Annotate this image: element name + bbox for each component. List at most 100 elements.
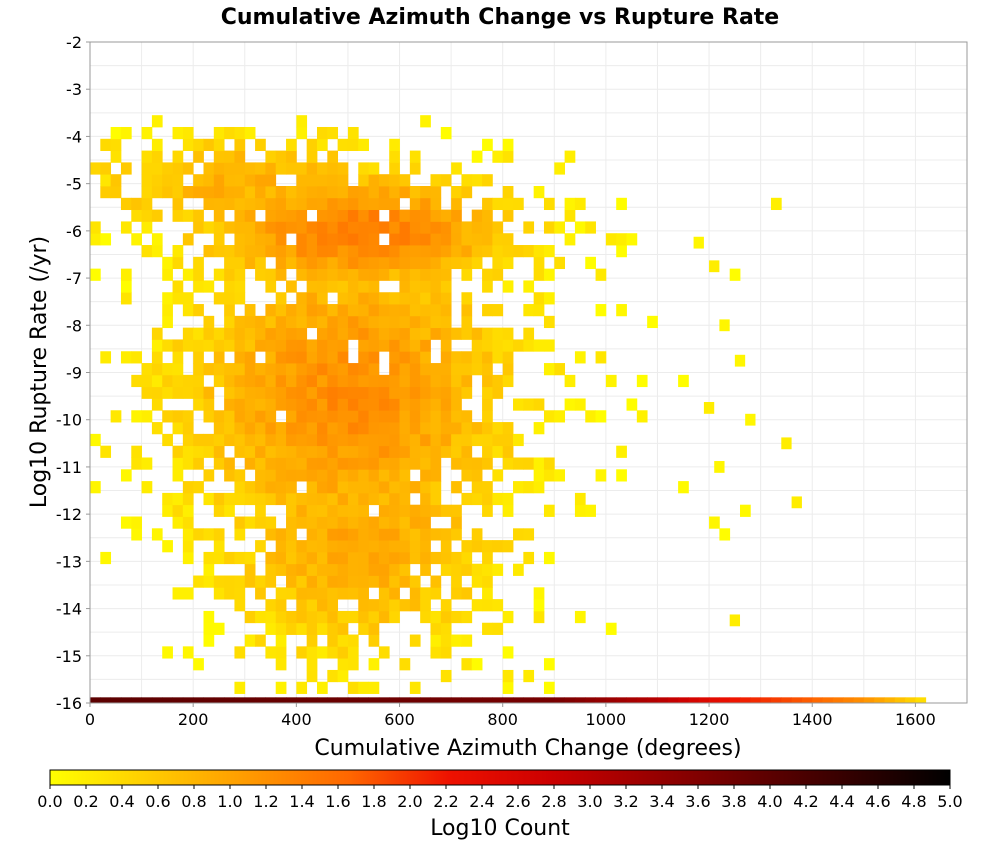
heatmap-cell <box>523 551 535 565</box>
heatmap-cell <box>461 433 473 447</box>
heatmap-cell <box>440 374 452 388</box>
heatmap-cell <box>574 504 586 517</box>
heatmap-cell <box>337 457 349 470</box>
heatmap-cell <box>224 150 235 163</box>
heatmap-cell <box>141 150 153 163</box>
heatmap-cell <box>399 469 411 482</box>
heatmap-cell <box>275 599 287 612</box>
heatmap-cell <box>275 610 287 624</box>
heatmap-cell <box>327 374 339 388</box>
heatmap-cell <box>358 481 369 494</box>
heatmap-cell <box>327 186 339 199</box>
heatmap-cell <box>193 138 204 151</box>
heatmap-cell <box>389 162 400 175</box>
heatmap-cell <box>286 587 297 600</box>
heatmap-cell <box>244 363 256 376</box>
heatmap-cell <box>151 422 163 435</box>
heatmap-cell <box>543 363 555 376</box>
heatmap-cell <box>296 374 308 388</box>
heatmap-cell <box>182 492 194 506</box>
heatmap-cell <box>244 492 256 506</box>
heatmap-cell <box>430 622 442 635</box>
heatmap-cell <box>368 634 380 647</box>
heatmap-cell <box>502 351 514 364</box>
heatmap-cell <box>203 197 215 211</box>
heatmap-cell-bottom-row <box>760 697 772 703</box>
heatmap-cell <box>182 540 194 553</box>
heatmap-cell <box>574 610 586 624</box>
heatmap-cell <box>306 540 318 553</box>
heatmap-cell <box>461 315 473 329</box>
heatmap-cell <box>358 457 369 470</box>
heatmap-cell <box>172 492 184 506</box>
heatmap-cell <box>244 197 256 211</box>
heatmap-cell <box>389 469 400 482</box>
heatmap-cell <box>368 280 380 293</box>
heatmap-cell-bottom-row <box>224 697 235 703</box>
heatmap-cell <box>451 398 462 411</box>
heatmap-cell <box>327 398 339 411</box>
heatmap-cell <box>358 162 369 175</box>
heatmap-cell <box>451 610 462 624</box>
heatmap-cell <box>110 150 122 163</box>
heatmap-cell <box>316 551 328 565</box>
heatmap-cell <box>368 363 380 376</box>
heatmap-cell <box>172 457 184 470</box>
heatmap-cell <box>151 245 163 258</box>
heatmap-cell <box>193 363 204 376</box>
heatmap-cell <box>482 174 493 187</box>
heatmap-cell <box>316 363 328 376</box>
heatmap-cell-bottom-row <box>884 697 896 703</box>
colorbar-tick-label: 3.4 <box>649 792 674 811</box>
heatmap-cell <box>378 422 390 435</box>
heatmap-cell <box>265 327 277 340</box>
heatmap-cell <box>316 304 328 317</box>
heatmap-cell <box>461 363 473 376</box>
heatmap-cell <box>224 587 235 600</box>
heatmap-cell <box>213 186 225 199</box>
heatmap-cell <box>502 186 514 199</box>
heatmap-cell <box>172 469 184 482</box>
heatmap-cell <box>296 197 308 211</box>
heatmap-cell <box>265 646 277 659</box>
heatmap-cell <box>337 280 349 293</box>
heatmap-cell <box>213 622 225 635</box>
heatmap-cell-bottom-row <box>791 697 803 703</box>
heatmap-cell <box>316 528 328 541</box>
heatmap-cell <box>502 540 514 553</box>
heatmap-cell <box>244 610 256 624</box>
heatmap-cell <box>409 386 421 399</box>
heatmap-cell <box>482 138 493 151</box>
heatmap-cell <box>337 268 349 281</box>
heatmap-cell <box>213 138 225 151</box>
heatmap-cell-bottom-row <box>213 697 225 703</box>
heatmap-cell <box>286 363 297 376</box>
heatmap-cell <box>110 410 122 423</box>
heatmap-cell <box>461 422 473 435</box>
heatmap-cell <box>337 398 349 411</box>
heatmap-cell <box>430 292 442 305</box>
heatmap-cell <box>275 481 287 494</box>
heatmap-cell <box>172 197 184 211</box>
heatmap-cell <box>420 233 431 246</box>
colorbar-tick-label: 0.2 <box>73 792 98 811</box>
colorbar-tick-label: 1.6 <box>325 792 350 811</box>
heatmap-cell <box>378 610 390 624</box>
heatmap-cell <box>409 634 421 647</box>
heatmap-cell <box>430 504 442 517</box>
heatmap-cell <box>389 528 400 541</box>
heatmap-cell <box>286 516 297 529</box>
heatmap-cell <box>440 304 452 317</box>
heatmap-cell <box>172 256 184 270</box>
heatmap-cell <box>533 268 545 281</box>
heatmap-cell <box>451 551 462 565</box>
heatmap-cell <box>120 516 132 529</box>
heatmap-cell <box>399 374 411 388</box>
heatmap-cell <box>358 292 369 305</box>
heatmap-cell <box>471 209 483 222</box>
heatmap-cell <box>389 209 400 222</box>
x-axis-ticks: 0 200 400 600 800 1000 1200 1400 1600 <box>85 703 936 729</box>
heatmap-cell <box>131 351 142 364</box>
heatmap-cell <box>296 268 308 281</box>
heatmap-cell <box>255 398 266 411</box>
